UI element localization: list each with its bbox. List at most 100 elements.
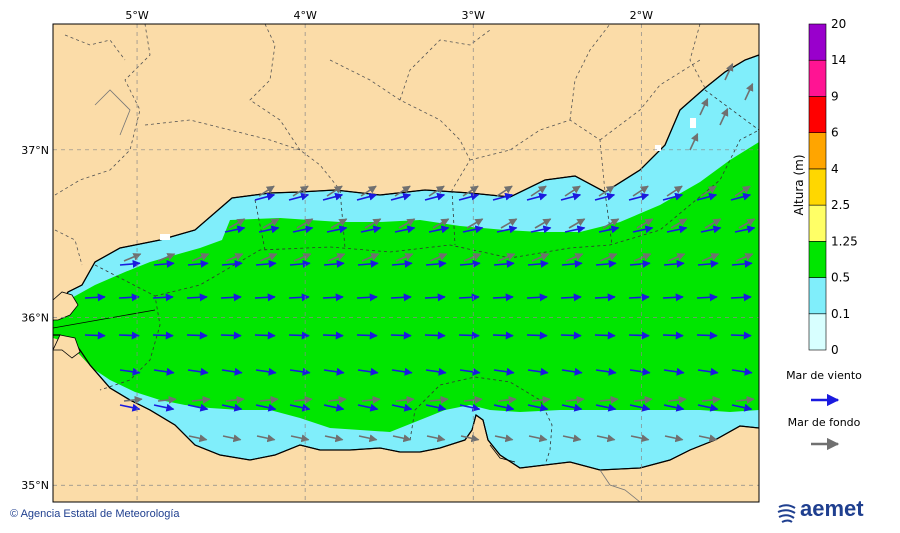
wind-sea-arrow bbox=[493, 367, 515, 376]
colorbar-level-label: 0.1 bbox=[831, 307, 850, 321]
swell-arrow bbox=[735, 253, 754, 262]
wind-sea-arrow bbox=[731, 403, 753, 412]
swell-arrow bbox=[292, 185, 309, 197]
wind-sea-arrow bbox=[560, 192, 582, 201]
swell-arrow bbox=[361, 253, 380, 262]
wind-sea-arrow bbox=[696, 192, 718, 201]
wind-sea-arrow bbox=[458, 293, 480, 302]
wind-sea-arrow bbox=[561, 259, 583, 268]
swell-arrow bbox=[259, 395, 279, 404]
wind-sea-arrow bbox=[527, 259, 549, 268]
wind-sea-arrow bbox=[357, 259, 379, 268]
wind-sea-arrow bbox=[186, 293, 208, 302]
wind-sea-arrow bbox=[492, 331, 514, 340]
wind-sea-arrow bbox=[697, 403, 719, 412]
wind-sea-arrow bbox=[459, 367, 481, 376]
swell-arrow bbox=[531, 253, 550, 262]
swell-arrow bbox=[531, 395, 551, 404]
aemet-swirl-icon bbox=[777, 504, 796, 523]
wind-sea-arrow bbox=[560, 331, 582, 340]
wind-sea-arrow bbox=[425, 259, 447, 268]
colorbar-level-label: 14 bbox=[831, 53, 846, 67]
wind-sea-arrow bbox=[734, 225, 756, 234]
wind-sea-arrow bbox=[628, 331, 650, 340]
wind-sea-arrow bbox=[187, 403, 209, 412]
swell-arrow bbox=[429, 395, 449, 404]
swell-arrow bbox=[633, 395, 653, 404]
swell-arrow bbox=[428, 185, 445, 197]
wind-sea-arrow bbox=[221, 367, 243, 376]
swell-arrow bbox=[426, 434, 446, 443]
land-borders bbox=[54, 24, 706, 266]
swell-arrow bbox=[324, 434, 344, 443]
wind-sea-arrow bbox=[255, 367, 277, 376]
swell-arrow bbox=[632, 185, 649, 197]
swell-arrow bbox=[330, 218, 348, 229]
wind-sea-arrow bbox=[391, 403, 413, 412]
wind-sea-arrow bbox=[255, 259, 277, 268]
wind-sea-arrow bbox=[322, 293, 344, 302]
wind-sea-arrow bbox=[526, 293, 548, 302]
wind-sea-arrow bbox=[459, 259, 481, 268]
swell-arrow bbox=[358, 434, 378, 443]
lat-tick-label: 36°N bbox=[21, 312, 49, 325]
colorbar-segment bbox=[808, 59, 827, 97]
swell-arrow bbox=[689, 132, 699, 151]
lon-tick-label: 2°W bbox=[630, 9, 653, 22]
swell-arrow bbox=[360, 185, 377, 197]
swell-arrow bbox=[466, 218, 484, 229]
wind-sea-arrow bbox=[628, 293, 650, 302]
wind-sea-arrow bbox=[425, 403, 447, 412]
swell-arrow bbox=[290, 434, 310, 443]
colorbar-title: Altura (m) bbox=[792, 154, 806, 215]
colorbar-level-label: 0.5 bbox=[831, 271, 850, 285]
wind-sea-arrow bbox=[394, 225, 416, 234]
swell-arrow bbox=[364, 218, 382, 229]
swell-arrow bbox=[497, 395, 517, 404]
wind-sea-arrow bbox=[224, 225, 246, 234]
wind-sea-arrow bbox=[357, 403, 379, 412]
wind-sea-arrow bbox=[492, 293, 514, 302]
lat-tick-label: 37°N bbox=[21, 144, 49, 157]
swell-arrow bbox=[361, 395, 381, 404]
swell-arrow bbox=[667, 253, 686, 262]
swell-arrow bbox=[296, 218, 314, 229]
wind-sea-arrow bbox=[663, 259, 685, 268]
swell-arrow bbox=[123, 253, 142, 262]
wind-sea-arrow bbox=[323, 259, 345, 268]
swell-arrow bbox=[701, 395, 721, 404]
wind-sea-arrow bbox=[84, 331, 106, 340]
colorbar-segment bbox=[808, 204, 827, 242]
colorbar-segment bbox=[808, 96, 827, 133]
wind-sea-arrow bbox=[255, 403, 277, 412]
wind-sea-arrow bbox=[221, 259, 243, 268]
colorbar-level-label: 0 bbox=[831, 343, 839, 357]
wind-sea-arrow bbox=[289, 403, 311, 412]
swell-arrow bbox=[735, 395, 755, 404]
wind-sea-arrow bbox=[119, 403, 141, 412]
wind-sea-arrow bbox=[700, 225, 722, 234]
wind-sea-arrow bbox=[254, 331, 276, 340]
wind-sea-arrow bbox=[186, 331, 208, 340]
coastline-africa bbox=[53, 334, 759, 471]
wind-sea-arrow bbox=[391, 367, 413, 376]
swell-arrow bbox=[596, 434, 616, 443]
ceuta-area bbox=[53, 334, 81, 359]
colorbar-level-label: 6 bbox=[831, 126, 839, 140]
wind-sea-arrow bbox=[390, 192, 412, 201]
wind-sea-arrow bbox=[628, 192, 650, 201]
swell-arrow bbox=[395, 253, 414, 262]
swell-arrow bbox=[565, 253, 584, 262]
swell-arrow bbox=[395, 395, 415, 404]
wind-sea-arrow bbox=[730, 192, 752, 201]
wind-sea-arrow bbox=[428, 225, 450, 234]
swell-arrow bbox=[191, 253, 210, 262]
swell-arrow bbox=[565, 395, 585, 404]
wind-sea-arrow bbox=[288, 331, 310, 340]
lon-tick-label: 3°W bbox=[462, 9, 485, 22]
swell-arrow bbox=[699, 97, 709, 116]
colorbar-level-label: 9 bbox=[831, 89, 839, 103]
swell-arrow bbox=[222, 434, 242, 443]
swell-arrow bbox=[494, 434, 514, 443]
